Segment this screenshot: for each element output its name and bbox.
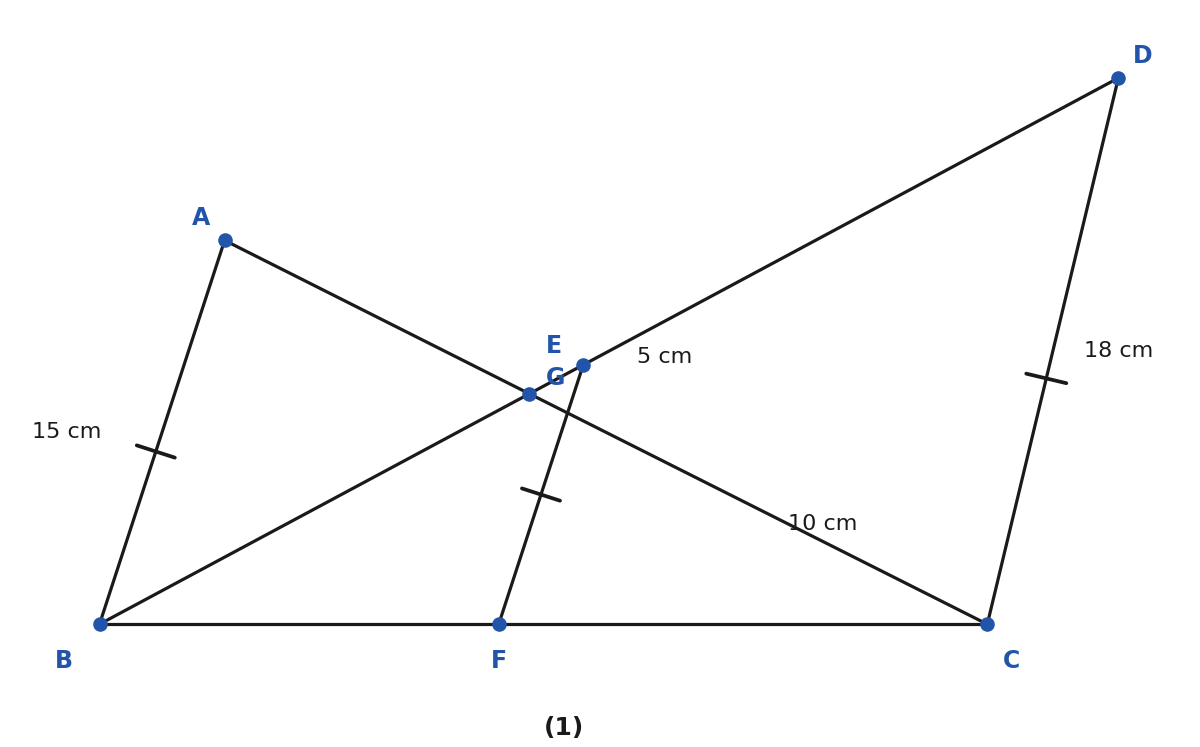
Text: 15 cm: 15 cm bbox=[32, 422, 102, 442]
Text: E: E bbox=[545, 335, 562, 359]
Point bbox=[1109, 72, 1128, 84]
Point bbox=[490, 619, 509, 630]
Text: 5 cm: 5 cm bbox=[637, 347, 692, 368]
Point bbox=[574, 359, 593, 371]
Point bbox=[978, 619, 997, 630]
Text: C: C bbox=[1002, 649, 1020, 673]
Text: G: G bbox=[546, 365, 565, 389]
Text: A: A bbox=[192, 206, 210, 230]
Point bbox=[520, 388, 539, 400]
Text: 18 cm: 18 cm bbox=[1084, 341, 1153, 361]
Text: 10 cm: 10 cm bbox=[788, 514, 858, 534]
Point bbox=[90, 619, 109, 630]
Text: D: D bbox=[1133, 44, 1152, 68]
Text: F: F bbox=[491, 649, 506, 673]
Point bbox=[215, 235, 234, 247]
Text: B: B bbox=[55, 649, 73, 673]
Text: (1): (1) bbox=[544, 716, 584, 740]
